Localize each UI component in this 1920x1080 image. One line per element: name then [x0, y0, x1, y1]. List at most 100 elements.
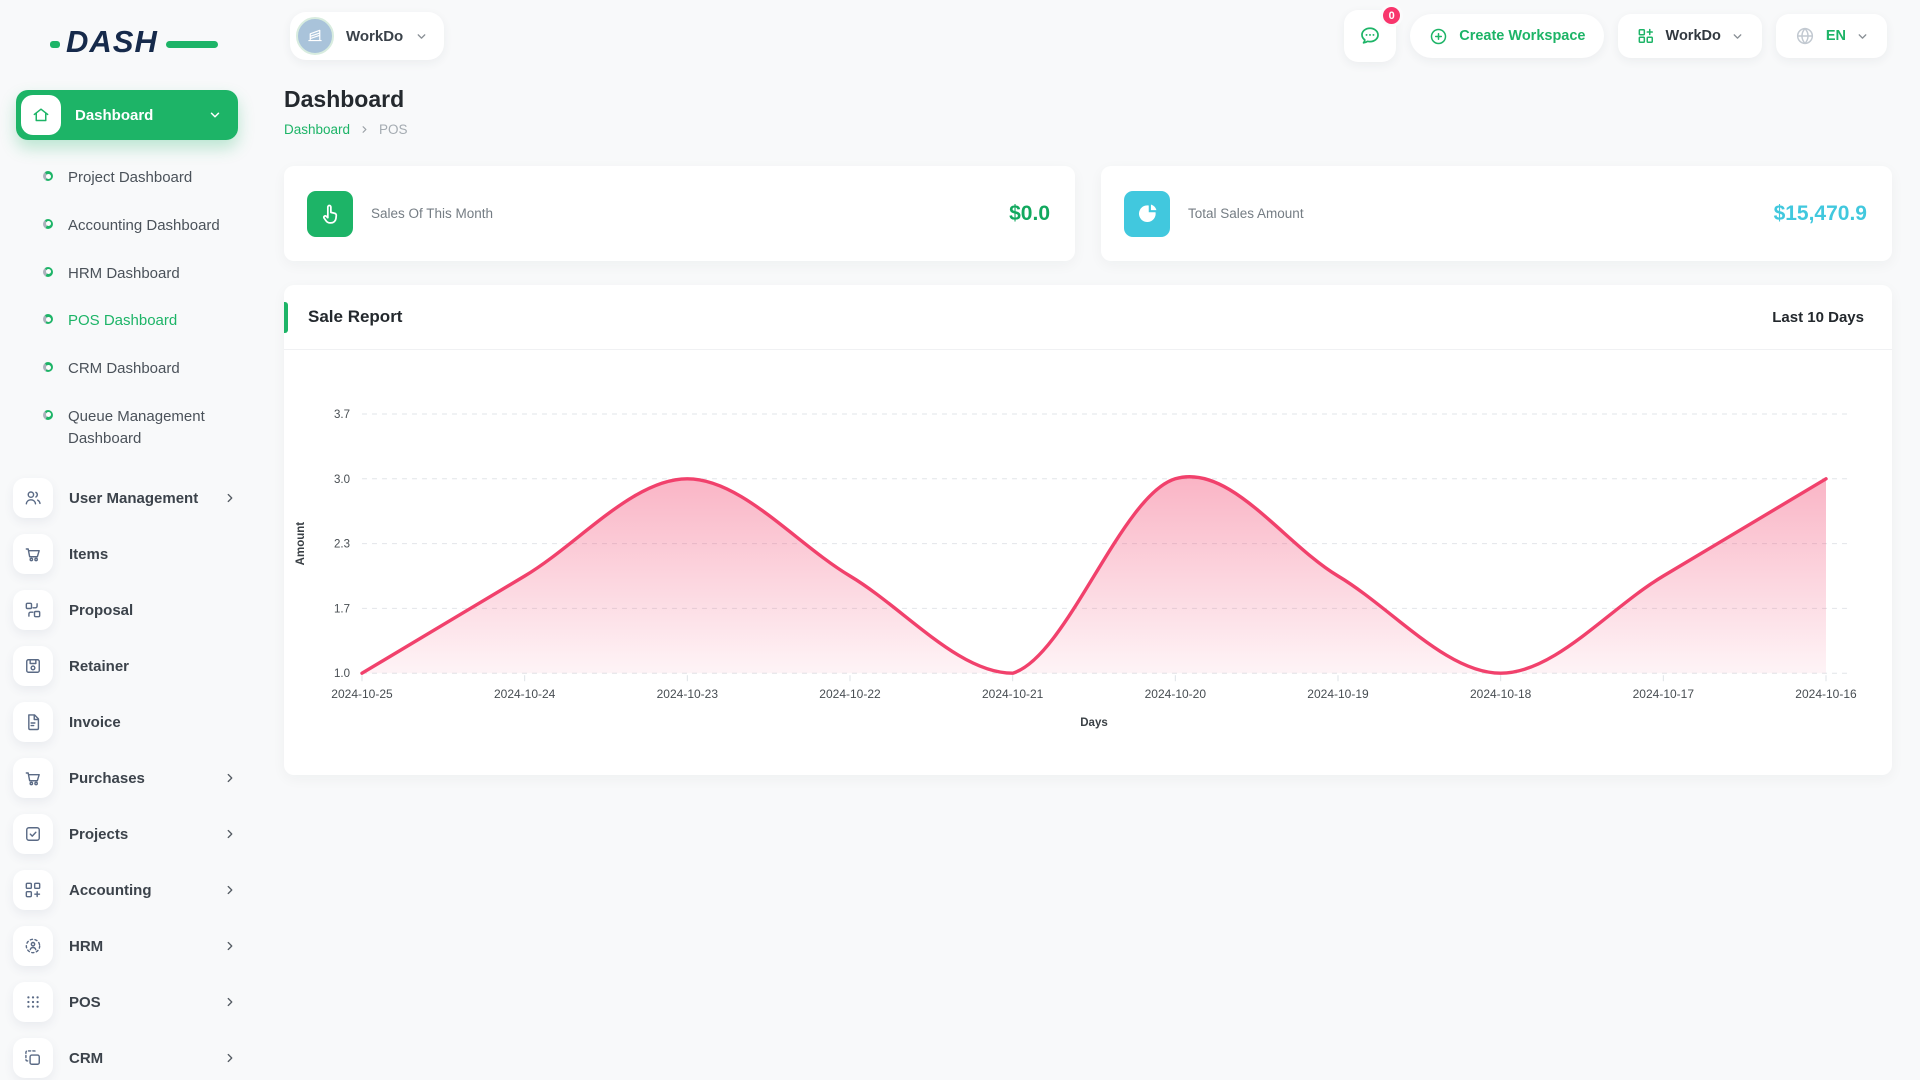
- stats-row: Sales Of This Month $0.0 Total Sales Amo…: [284, 166, 1892, 261]
- circle-bullet-icon: [43, 218, 53, 229]
- sidebar-item-pos-dashboard[interactable]: POS Dashboard: [0, 297, 257, 345]
- grid-plus-icon: [1638, 28, 1653, 43]
- page-content: Dashboard Dashboard POS Sales Of This Mo…: [257, 72, 1920, 775]
- sidebar-item-invoice[interactable]: Invoice: [0, 694, 257, 750]
- messages-button[interactable]: 0: [1344, 4, 1404, 62]
- cart-icon: [13, 758, 53, 799]
- main-area: WorkDo 0 Create Workspace WorkDo: [257, 0, 1920, 1080]
- x-tick-label: 2024-10-18: [1470, 687, 1532, 701]
- sidebar-item-hrm[interactable]: HRM: [0, 918, 257, 974]
- chevron-right-icon: [223, 827, 237, 841]
- sidebar-item-label: Proposal: [69, 601, 134, 619]
- tap-icon: [307, 190, 353, 237]
- area-chart: 3.7 3.0 2.3 1.7 1.0 2024-10-25 2024-10-24 2024-…: [295, 409, 1857, 729]
- sidebar-menu: User Management Items Proposal Retainer Invo…: [0, 470, 257, 1080]
- x-tick-label: 2024-10-21: [982, 687, 1044, 701]
- sidebar-item-accounting-dashboard[interactable]: Accounting Dashboard: [0, 202, 257, 250]
- users-icon: [13, 478, 53, 519]
- sidebar-item-project-dashboard[interactable]: Project Dashboard: [0, 154, 257, 202]
- stat-value: $15,470.9: [1773, 201, 1867, 225]
- breadcrumb-dashboard-link[interactable]: Dashboard: [284, 122, 351, 137]
- sidebar-item-user-management[interactable]: User Management: [0, 470, 257, 526]
- language-label: EN: [1825, 28, 1846, 44]
- sidebar-item-queue-management-dashboard[interactable]: Queue Management Dashboard: [0, 393, 257, 463]
- sidebar-item-label: User Management: [69, 489, 199, 507]
- breadcrumb: Dashboard POS: [284, 122, 1892, 137]
- cart-icon: [13, 534, 53, 575]
- chat-icon: [1361, 27, 1380, 44]
- series-line: [360, 475, 1828, 675]
- x-tick-label: 2024-10-17: [1633, 687, 1695, 701]
- workspace-selector[interactable]: WorkDo: [290, 12, 445, 60]
- x-axis-title: Days: [1080, 717, 1108, 729]
- chevron-down-icon: [415, 30, 428, 43]
- chevron-down-icon: [1731, 30, 1744, 43]
- sidebar-item-label: POS: [69, 993, 101, 1011]
- x-tick-label: 2024-10-20: [1145, 687, 1207, 701]
- create-workspace-button[interactable]: Create Workspace: [1410, 14, 1604, 58]
- stat-label: Total Sales Amount: [1188, 206, 1304, 221]
- sidebar-item-crm-dashboard[interactable]: CRM Dashboard: [0, 345, 257, 393]
- x-tick-label: 2024-10-19: [1307, 687, 1369, 701]
- x-tick-label: 2024-10-22: [819, 687, 881, 701]
- sidebar-item-projects[interactable]: Projects: [0, 806, 257, 862]
- sale-report-title: Sale Report: [308, 307, 403, 326]
- sidebar-item-label: POS Dashboard: [68, 312, 178, 330]
- page-title: Dashboard: [284, 86, 405, 112]
- sidebar-item-label: Accounting: [69, 881, 152, 899]
- circle-bullet-icon: [43, 266, 53, 277]
- circle-bullet-icon: [43, 171, 53, 181]
- sidebar-item-label: Invoice: [69, 713, 121, 731]
- brand-logo[interactable]: DASH: [50, 24, 218, 60]
- pie-chart-icon: [1124, 190, 1170, 237]
- app-switcher-label: WorkDo: [1665, 28, 1721, 44]
- create-workspace-label: Create Workspace: [1459, 28, 1586, 44]
- sidebar-item-proposal[interactable]: Proposal: [0, 582, 257, 638]
- sidebar-item-items[interactable]: Items: [0, 526, 257, 582]
- sale-report-chart: 3.7 3.0 2.3 1.7 1.0 2024-10-25 2024-10-24 2024-…: [284, 350, 1892, 769]
- workspace-avatar: [296, 17, 334, 55]
- area-fill: [362, 476, 1826, 674]
- sidebar-item-label: Queue Management Dashboard: [68, 407, 205, 447]
- sidebar-item-hrm-dashboard[interactable]: HRM Dashboard: [0, 250, 257, 298]
- sidebar-item-label: HRM Dashboard: [68, 264, 180, 282]
- chevron-right-icon: [223, 995, 237, 1009]
- logo-dash-decoration: [166, 41, 218, 48]
- grid-plus-icon: [13, 870, 53, 911]
- topbar: WorkDo 0 Create Workspace WorkDo: [257, 0, 1920, 72]
- sidebar-item-label: Accounting Dashboard: [68, 216, 220, 234]
- sidebar-group-dashboard[interactable]: Dashboard: [16, 90, 238, 140]
- sidebar-group-label: Dashboard: [75, 106, 154, 124]
- stat-card-sales-of-month: Sales Of This Month $0.0: [284, 166, 1075, 261]
- language-selector[interactable]: EN: [1775, 14, 1887, 58]
- dots-grid-icon: [13, 982, 53, 1023]
- chevron-right-icon: [223, 883, 237, 897]
- card-accent-bar: [284, 302, 288, 333]
- x-tick-label: 2024-10-25: [331, 687, 393, 701]
- sidebar-item-crm[interactable]: CRM: [0, 1030, 257, 1080]
- sidebar-item-label: Project Dashboard: [68, 169, 193, 186]
- y-axis-title: Amount: [295, 522, 307, 566]
- chevron-right-icon: [359, 124, 370, 135]
- dashboard-submenu: Project Dashboard Accounting Dashboard HRM…: [0, 154, 257, 462]
- sidebar-item-accounting[interactable]: Accounting: [0, 862, 257, 918]
- workspace-name: WorkDo: [346, 27, 404, 45]
- chevron-right-icon: [223, 939, 237, 953]
- chevron-right-icon: [223, 771, 237, 785]
- chevron-down-icon: [208, 108, 222, 122]
- sidebar-item-label: Items: [69, 545, 109, 563]
- circle-bullet-icon: [43, 314, 53, 325]
- sidebar-item-pos[interactable]: POS: [0, 974, 257, 1030]
- messages-badge: 0: [1380, 4, 1404, 27]
- app-switcher-button[interactable]: WorkDo: [1617, 14, 1762, 58]
- y-tick-label: 1.7: [334, 603, 350, 615]
- chevron-right-icon: [223, 1051, 237, 1065]
- topbar-actions: 0 Create Workspace WorkDo EN: [1344, 4, 1887, 62]
- workflow-icon: [13, 590, 53, 631]
- sidebar-item-retainer[interactable]: Retainer: [0, 638, 257, 694]
- y-tick-label: 3.7: [334, 409, 350, 421]
- x-tick-label: 2024-10-16: [1795, 687, 1857, 701]
- sidebar-item-purchases[interactable]: Purchases: [0, 750, 257, 806]
- sidebar-item-label: HRM: [69, 937, 104, 955]
- stat-label: Sales Of This Month: [371, 206, 494, 221]
